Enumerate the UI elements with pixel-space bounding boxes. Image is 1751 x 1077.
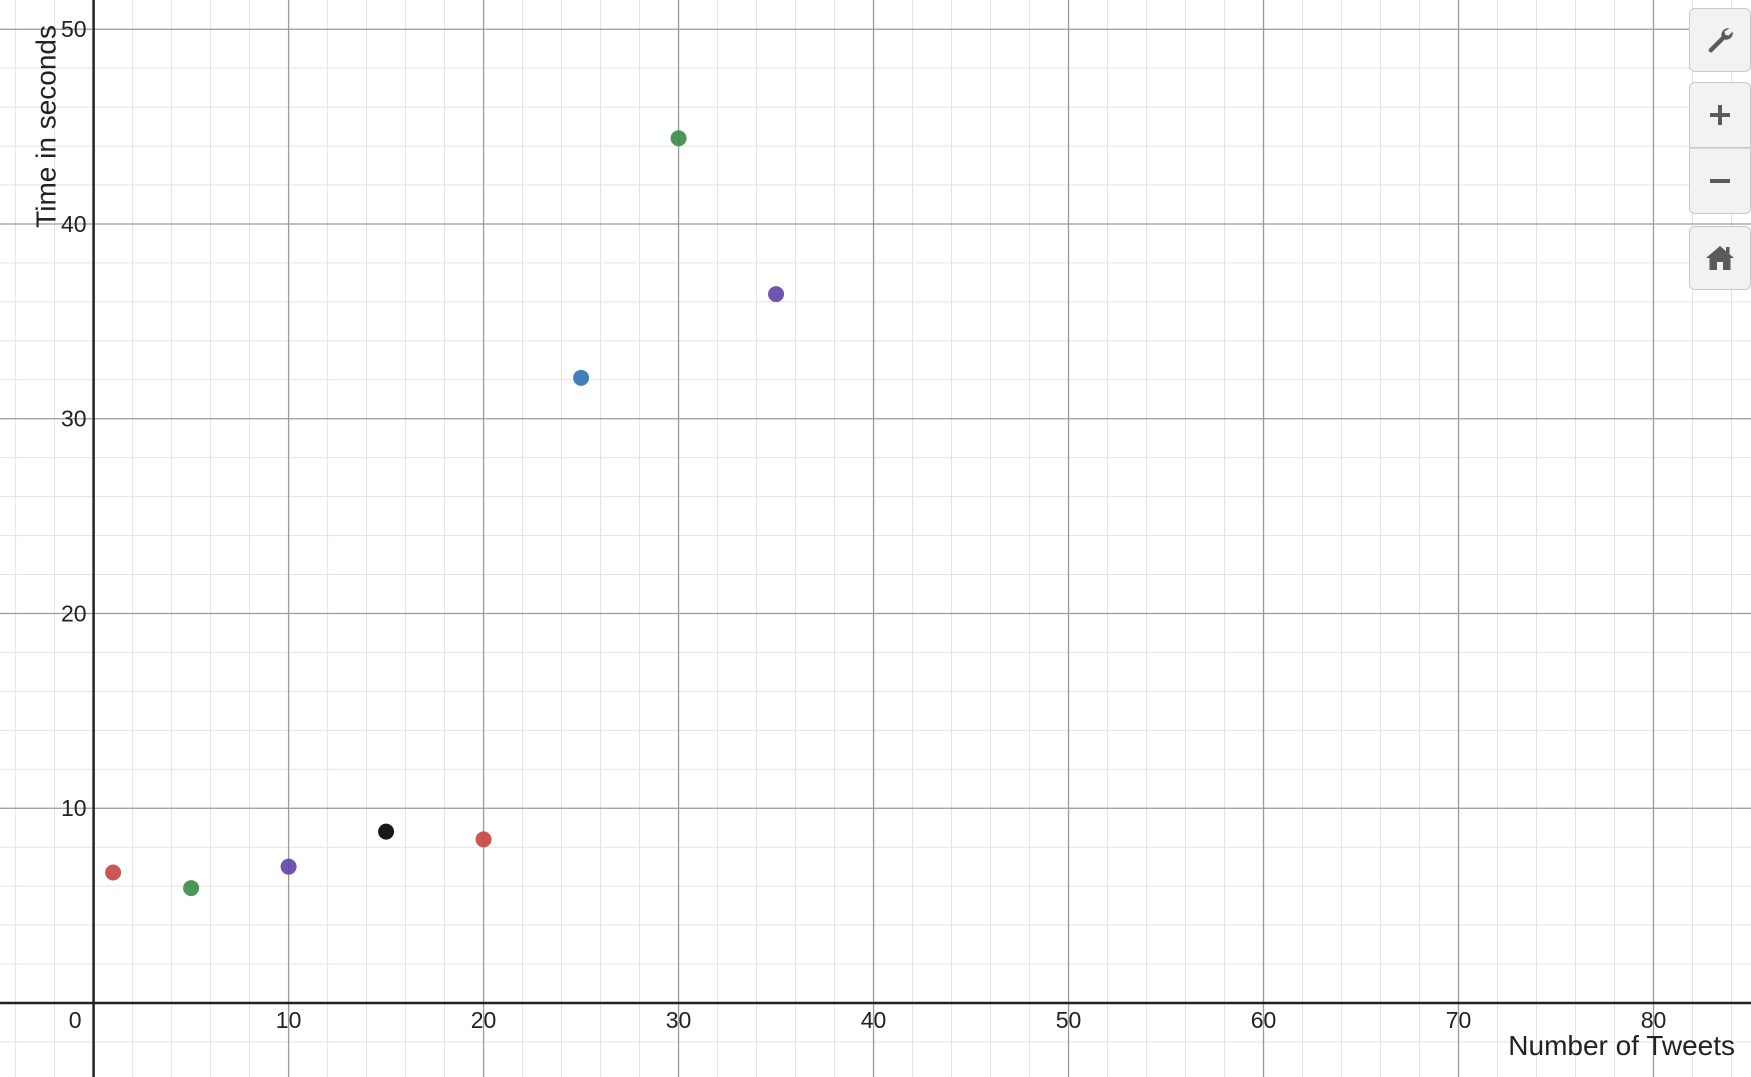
x-tick-label: 30 (666, 1007, 692, 1033)
data-point[interactable] (573, 369, 590, 386)
plus-icon (1707, 102, 1733, 128)
x-axis-label: Number of Tweets (1508, 1030, 1735, 1061)
x-tick-label: 80 (1641, 1007, 1667, 1033)
x-tick-labels: 0 10 20 30 40 50 60 70 80 (69, 1007, 1667, 1033)
y-tick-label: 10 (61, 795, 87, 821)
y-tick-label: 30 (61, 406, 87, 432)
x-tick-label: 60 (1251, 1007, 1277, 1033)
graph-settings-button[interactable] (1689, 8, 1751, 72)
x-tick-label: 10 (276, 1007, 302, 1033)
zoom-out-button[interactable] (1689, 148, 1751, 214)
data-point[interactable] (105, 864, 122, 881)
x-tick-label: 50 (1056, 1007, 1082, 1033)
x-tick-label: 20 (471, 1007, 497, 1033)
y-axis-label: Time in seconds (30, 25, 61, 228)
y-tick-label: 20 (61, 600, 87, 626)
minus-icon (1707, 168, 1733, 194)
y-tick-label: 40 (61, 211, 87, 237)
x-tick-label: 0 (69, 1007, 82, 1033)
x-tick-label: 40 (861, 1007, 887, 1033)
y-tick-label: 50 (61, 16, 87, 42)
data-point[interactable] (378, 823, 395, 840)
data-points (105, 130, 785, 897)
data-point[interactable] (280, 858, 297, 875)
data-point[interactable] (183, 880, 200, 897)
zoom-in-button[interactable] (1689, 82, 1751, 148)
data-point[interactable] (475, 831, 492, 848)
reset-view-button[interactable] (1689, 226, 1751, 290)
data-point[interactable] (768, 286, 785, 303)
home-icon (1705, 244, 1735, 272)
x-tick-label: 70 (1446, 1007, 1472, 1033)
wrench-icon (1705, 25, 1735, 55)
y-tick-labels: 10 20 30 40 50 (61, 16, 87, 821)
data-point[interactable] (670, 130, 687, 147)
